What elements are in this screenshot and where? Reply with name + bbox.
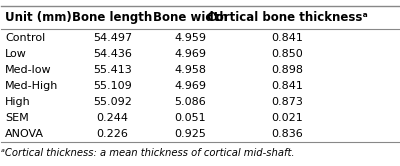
Text: 0.841: 0.841: [272, 81, 303, 91]
Text: Med-low: Med-low: [5, 65, 52, 75]
Text: Control: Control: [5, 33, 46, 43]
Text: Cortical bone thicknessᵃ: Cortical bone thicknessᵃ: [207, 11, 368, 24]
Text: Unit (mm): Unit (mm): [5, 11, 72, 24]
Text: 55.092: 55.092: [93, 97, 132, 107]
Text: ANOVA: ANOVA: [5, 129, 44, 139]
Text: 0.051: 0.051: [174, 113, 206, 123]
Text: 55.109: 55.109: [93, 81, 132, 91]
Text: 0.850: 0.850: [272, 49, 303, 59]
Text: Med-High: Med-High: [5, 81, 59, 91]
Text: SEM: SEM: [5, 113, 29, 123]
Text: Bone length: Bone length: [72, 11, 153, 24]
Text: 0.226: 0.226: [97, 129, 128, 139]
Text: 4.969: 4.969: [174, 81, 206, 91]
Text: 0.873: 0.873: [272, 97, 303, 107]
Text: 0.898: 0.898: [271, 65, 303, 75]
Text: 54.497: 54.497: [93, 33, 132, 43]
Text: High: High: [5, 97, 31, 107]
Text: Low: Low: [5, 49, 27, 59]
Text: 4.969: 4.969: [174, 49, 206, 59]
Text: 4.958: 4.958: [174, 65, 206, 75]
Text: 0.021: 0.021: [272, 113, 303, 123]
Text: 0.836: 0.836: [272, 129, 303, 139]
Text: Bone width: Bone width: [153, 11, 228, 24]
Text: 0.925: 0.925: [174, 129, 206, 139]
Text: 0.841: 0.841: [272, 33, 303, 43]
Text: 54.436: 54.436: [93, 49, 132, 59]
Text: 0.244: 0.244: [97, 113, 129, 123]
Text: 4.959: 4.959: [174, 33, 206, 43]
Text: ᵃCortical thickness: a mean thickness of cortical mid-shaft.: ᵃCortical thickness: a mean thickness of…: [1, 148, 295, 159]
Text: 5.086: 5.086: [174, 97, 206, 107]
Text: 55.413: 55.413: [93, 65, 132, 75]
